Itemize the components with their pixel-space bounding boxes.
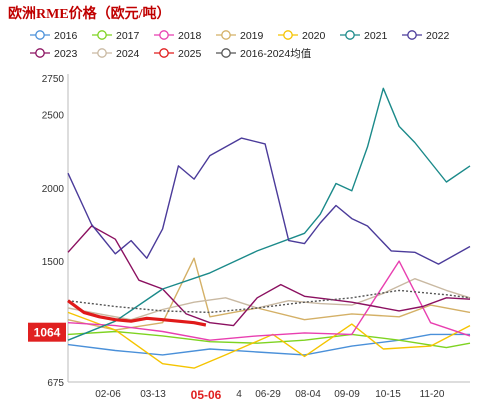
legend-marker-2017 — [97, 30, 107, 40]
series-line-2025 — [67, 299, 207, 327]
x-tick-label: 10-15 — [375, 389, 401, 400]
legend-marker-2019 — [221, 30, 231, 40]
x-tick-label: 06-29 — [255, 389, 281, 400]
plot-area — [67, 87, 471, 369]
x-tick-label: 08-04 — [295, 389, 321, 400]
series-line-2016 — [67, 333, 470, 356]
legend-label-2024: 2024 — [116, 48, 140, 60]
y-tick-label: 2750 — [42, 74, 65, 85]
legend-label-2022: 2022 — [426, 30, 450, 42]
legend-label-2016: 2016 — [54, 30, 78, 42]
y-tick-label: 675 — [47, 378, 64, 389]
legend-label-2020: 2020 — [302, 30, 326, 42]
x-axis: 02-06 03-13 4 06-29 08-04 09-09 10-15 11-20 05-0… — [68, 381, 470, 402]
legend-marker-2021 — [345, 30, 355, 40]
legend-label-2016-2024: 2016-2024均值 — [240, 47, 312, 60]
legend-label-2018: 2018 — [178, 30, 202, 42]
series-line-2022 — [67, 137, 471, 265]
series-line-2017 — [67, 330, 471, 349]
legend-label-2025: 2025 — [178, 48, 202, 60]
legend-marker-2016 — [35, 30, 45, 40]
legend-label-2023: 2023 — [54, 48, 78, 60]
series-line-2023 — [67, 225, 471, 327]
legend-label-2021: 2021 — [364, 30, 388, 42]
legend-marker-2016-2024 — [221, 48, 231, 58]
x-tick-label: 11-20 — [420, 389, 445, 400]
legend-label-2017: 2017 — [116, 30, 140, 42]
legend-marker-2023 — [35, 48, 45, 58]
last-value-badge — [28, 322, 66, 342]
legend-marker-2020 — [283, 30, 293, 40]
y-tick-label: 2500 — [42, 111, 65, 122]
legend-marker-2024 — [97, 48, 107, 58]
annotations: 1064 — [28, 322, 66, 342]
x-tick-label: 03-13 — [140, 389, 166, 400]
y-tick-label: 1500 — [42, 257, 65, 268]
x-tick-label: 09-09 — [334, 389, 360, 400]
chart-title: 欧洲RME价格（欧元/吨） — [8, 5, 171, 22]
y-axis: 67510001500200025002750 — [42, 74, 69, 389]
x-tick-label: 4 — [236, 389, 242, 400]
y-tick-label: 2000 — [42, 184, 65, 195]
legend-marker-2022 — [407, 30, 417, 40]
legend: 2016 2017 2018 2019 2020 2021 2022 2023 2024 2025… — [30, 30, 450, 60]
legend-label-2019: 2019 — [240, 30, 264, 42]
series-line-2021 — [67, 87, 471, 341]
legend-marker-2025 — [159, 48, 169, 58]
legend-marker-2018 — [159, 30, 169, 40]
x-tick-label: 02-06 — [95, 389, 121, 400]
series-line-2016-2024 — [67, 289, 471, 314]
last-value-label: 1064 — [34, 326, 61, 340]
x-tick-highlight: 05-06 — [191, 388, 222, 402]
